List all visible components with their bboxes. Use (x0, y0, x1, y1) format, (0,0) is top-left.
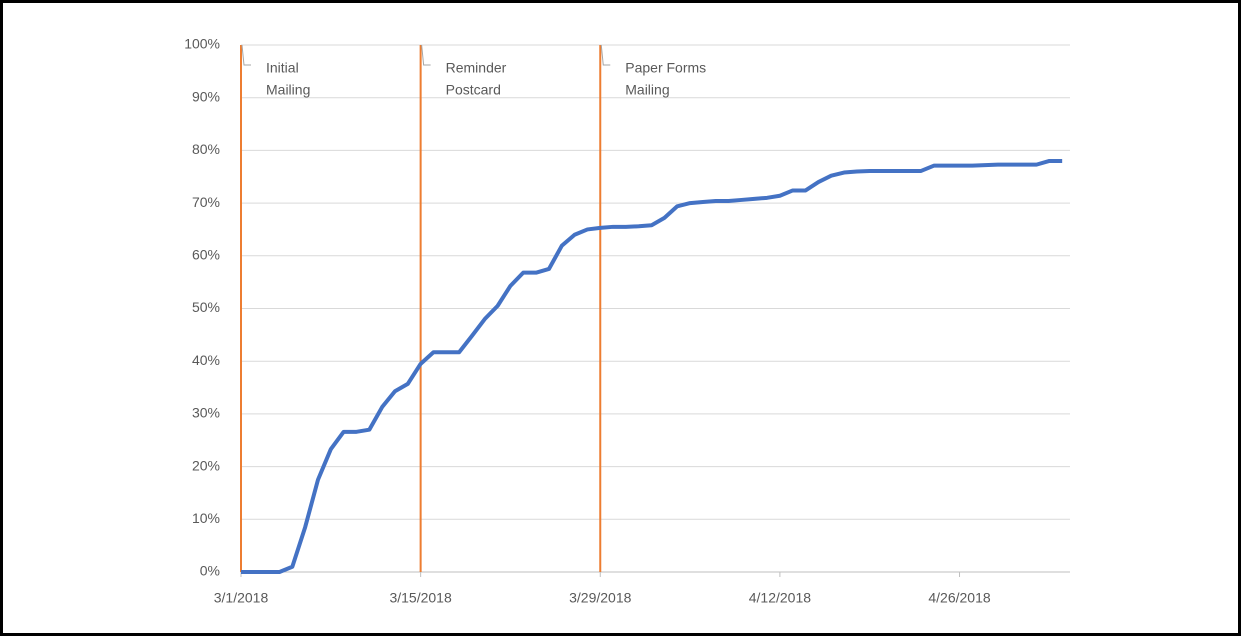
annotation-text: Mailing (625, 82, 669, 98)
annotation-text: Reminder (446, 60, 507, 76)
y-tick-label: 90% (192, 88, 220, 104)
annotation-text: Initial (266, 60, 299, 76)
x-tick-label: 3/29/2018 (569, 590, 631, 606)
data-line (241, 158, 1063, 574)
y-tick-label: 30% (192, 405, 220, 421)
y-tick-label: 100% (184, 36, 220, 52)
annotation-text: Paper Forms (625, 60, 706, 76)
y-tick-label: 50% (192, 299, 220, 315)
annotation-text: Postcard (446, 82, 501, 98)
callout-leader (241, 44, 251, 66)
annotation-text: Mailing (266, 82, 310, 98)
y-tick-label: 60% (192, 247, 220, 263)
y-tick-label: 40% (192, 352, 220, 368)
callout-leader (600, 44, 611, 66)
y-tick-label: 70% (192, 194, 220, 210)
x-tick-label: 3/15/2018 (389, 590, 451, 606)
y-tick-label: 20% (192, 457, 220, 473)
y-tick-label: 80% (192, 141, 220, 157)
x-tick-label: 3/1/2018 (214, 590, 269, 606)
x-tick-label: 4/12/2018 (749, 590, 811, 606)
callout-leader (421, 44, 431, 66)
y-tick-label: 10% (192, 510, 220, 526)
y-tick-label: 0% (200, 563, 220, 579)
x-tick-label: 4/26/2018 (928, 590, 990, 606)
